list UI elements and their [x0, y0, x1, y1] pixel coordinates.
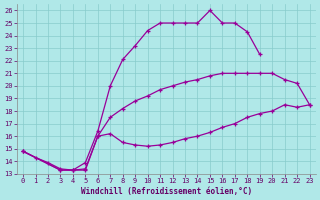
X-axis label: Windchill (Refroidissement éolien,°C): Windchill (Refroidissement éolien,°C) — [81, 187, 252, 196]
